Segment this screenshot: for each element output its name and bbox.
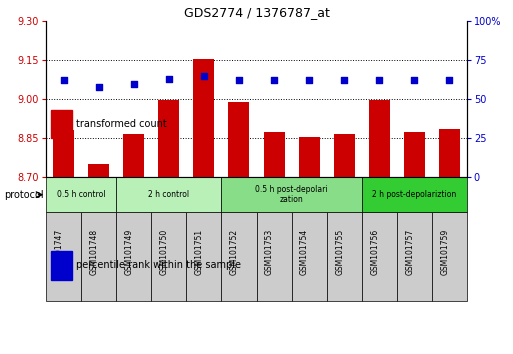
Bar: [53, 130, 74, 177]
Bar: [333, 134, 354, 177]
Title: GDS2774 / 1376787_at: GDS2774 / 1376787_at: [184, 6, 329, 19]
Point: [270, 78, 278, 83]
Point: [235, 78, 243, 83]
Text: transformed count: transformed count: [76, 119, 167, 129]
Text: GSM101759: GSM101759: [440, 229, 449, 275]
Bar: [186, 212, 222, 301]
Text: protocol: protocol: [4, 190, 44, 200]
Text: GSM101752: GSM101752: [230, 229, 239, 275]
Text: 2 h post-depolariztion: 2 h post-depolariztion: [372, 190, 457, 199]
Bar: [362, 212, 397, 301]
Bar: [151, 212, 186, 301]
Bar: [123, 134, 144, 177]
Point: [375, 78, 383, 83]
Text: 2 h control: 2 h control: [148, 190, 189, 199]
Bar: [397, 212, 432, 301]
Text: GSM101750: GSM101750: [160, 229, 169, 275]
Text: GSM101756: GSM101756: [370, 229, 379, 275]
Bar: [327, 212, 362, 301]
Point: [305, 78, 313, 83]
Point: [340, 78, 348, 83]
Bar: [222, 177, 362, 212]
Bar: [51, 251, 72, 280]
Bar: [81, 212, 116, 301]
Text: GSM101748: GSM101748: [90, 229, 98, 275]
Bar: [51, 110, 72, 138]
Text: GSM101749: GSM101749: [125, 229, 134, 275]
Bar: [299, 137, 320, 177]
Bar: [116, 212, 151, 301]
Bar: [362, 177, 467, 212]
Point: [94, 84, 103, 90]
Bar: [404, 132, 425, 177]
Text: GSM101747: GSM101747: [55, 229, 64, 275]
Point: [60, 78, 68, 83]
Text: GSM101755: GSM101755: [335, 229, 344, 275]
Bar: [193, 59, 214, 177]
Bar: [88, 164, 109, 177]
Bar: [264, 132, 285, 177]
Bar: [291, 212, 327, 301]
Point: [410, 78, 418, 83]
Text: GSM101751: GSM101751: [195, 229, 204, 275]
Text: 0.5 h control: 0.5 h control: [57, 190, 106, 199]
Point: [445, 78, 453, 83]
Bar: [222, 212, 256, 301]
Bar: [228, 102, 249, 177]
Bar: [256, 212, 291, 301]
Text: percentile rank within the sample: percentile rank within the sample: [76, 261, 241, 270]
Point: [200, 73, 208, 79]
Bar: [46, 177, 116, 212]
Point: [165, 76, 173, 82]
Bar: [159, 101, 180, 177]
Bar: [432, 212, 467, 301]
Text: GSM101757: GSM101757: [405, 229, 415, 275]
Bar: [369, 101, 390, 177]
Text: 0.5 h post-depolari
zation: 0.5 h post-depolari zation: [255, 185, 328, 204]
Point: [130, 81, 138, 86]
Text: GSM101753: GSM101753: [265, 229, 274, 275]
Bar: [46, 212, 81, 301]
Bar: [439, 129, 460, 177]
Text: GSM101754: GSM101754: [300, 229, 309, 275]
Bar: [116, 177, 222, 212]
